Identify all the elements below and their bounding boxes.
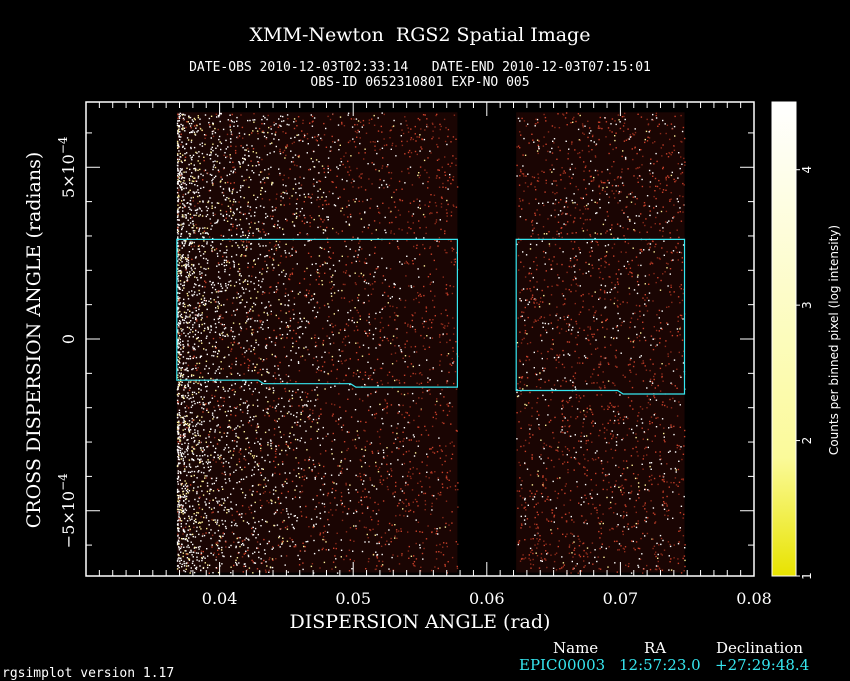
table-header-name: Name <box>553 639 598 657</box>
colorbar-tick-label: 3 <box>800 301 814 309</box>
version-footer: rgsimplot version 1.17 <box>2 666 174 681</box>
source-ra: 12:57:23.0 <box>619 656 701 674</box>
source-name: EPIC00003 <box>519 656 605 674</box>
colorbar-tick-label: 2 <box>800 437 814 445</box>
y-axis-label: CROSS DISPERSION ANGLE (radians) <box>23 152 45 528</box>
y-tick-label: −5×10−4 <box>56 473 78 548</box>
x-tick-label: 0.08 <box>736 589 772 608</box>
y-tick-label: 5×10−4 <box>56 136 78 198</box>
colorbar <box>772 102 796 576</box>
y-tick-label: 0 <box>59 334 78 344</box>
table-header-declination: Declination <box>716 639 803 657</box>
image-data-regions <box>177 112 685 572</box>
data-region-1 <box>177 112 458 572</box>
x-axis-label: DISPERSION ANGLE (rad) <box>290 611 551 633</box>
x-tick-label: 0.07 <box>603 589 639 608</box>
x-tick-label: 0.04 <box>202 589 238 608</box>
colorbar-tick-label: 1 <box>800 572 814 580</box>
colorbar-ticks: 1 2 3 4 <box>796 166 814 580</box>
table-header-ra: RA <box>644 639 666 657</box>
colorbar-tick-label: 4 <box>800 166 814 174</box>
source-declination: +27:29:48.4 <box>715 656 809 674</box>
x-tick-label: 0.05 <box>335 589 371 608</box>
x-tick-label: 0.06 <box>469 589 505 608</box>
colorbar-label: Counts per binned pixel (log intensity) <box>827 225 841 455</box>
